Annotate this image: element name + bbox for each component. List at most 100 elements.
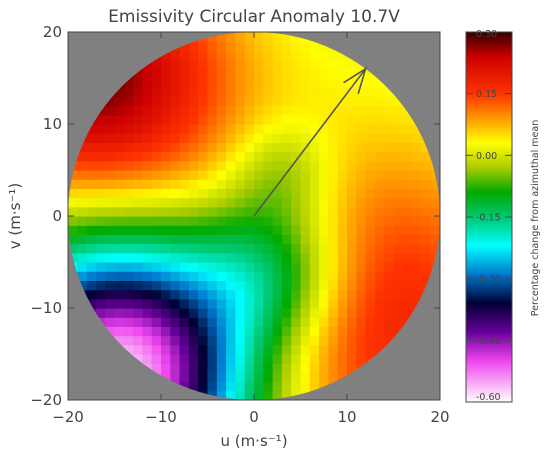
field-cell bbox=[365, 317, 376, 327]
field-cell bbox=[263, 289, 274, 300]
field-cell bbox=[151, 289, 162, 300]
field-cell bbox=[328, 335, 339, 346]
field-cell bbox=[272, 326, 283, 337]
field-cell bbox=[356, 326, 367, 337]
field-cell bbox=[161, 170, 171, 180]
field-cell bbox=[393, 96, 404, 107]
field-cell bbox=[77, 225, 88, 235]
field-cell bbox=[151, 262, 162, 272]
field-cell bbox=[384, 262, 395, 272]
field-cell bbox=[365, 160, 376, 171]
field-cell bbox=[161, 160, 171, 171]
field-cell bbox=[291, 105, 302, 116]
field-cell bbox=[319, 216, 329, 226]
field-cell bbox=[95, 252, 106, 263]
field-cell bbox=[216, 142, 227, 153]
field-cell bbox=[142, 308, 153, 318]
field-cell bbox=[309, 326, 320, 337]
field-cell bbox=[226, 68, 236, 79]
field-cell bbox=[393, 234, 404, 245]
field-cell bbox=[114, 206, 125, 217]
field-cell bbox=[151, 252, 162, 263]
field-cell bbox=[105, 262, 116, 272]
field-cell bbox=[198, 197, 209, 208]
field-cell bbox=[291, 372, 302, 383]
field-cell bbox=[226, 50, 236, 61]
field-cell bbox=[309, 188, 320, 199]
field-cell bbox=[188, 252, 199, 263]
field-cell bbox=[384, 234, 395, 245]
field-cell bbox=[142, 354, 153, 364]
field-cell bbox=[114, 317, 125, 327]
field-cell bbox=[123, 170, 134, 180]
field-cell bbox=[291, 262, 302, 272]
field-cell bbox=[151, 68, 162, 79]
field-cell bbox=[216, 41, 227, 51]
field-cell bbox=[105, 96, 116, 107]
field-cell bbox=[86, 206, 97, 217]
field-cell bbox=[133, 179, 143, 189]
field-cell bbox=[105, 225, 116, 235]
field-cell bbox=[188, 298, 199, 309]
field-cell bbox=[133, 114, 143, 125]
field-cell bbox=[151, 179, 162, 189]
field-cell bbox=[281, 206, 292, 217]
field-cell bbox=[142, 225, 153, 235]
field-cell bbox=[281, 252, 292, 263]
field-cell bbox=[235, 344, 246, 355]
field-cell bbox=[291, 280, 302, 291]
field-cell bbox=[151, 105, 162, 116]
field-cell bbox=[291, 114, 302, 125]
field-cell bbox=[412, 298, 422, 309]
field-cell bbox=[170, 354, 181, 364]
field-cell bbox=[319, 252, 329, 263]
field-cell bbox=[68, 179, 78, 189]
field-cell bbox=[337, 363, 348, 373]
field-cell bbox=[216, 243, 227, 254]
field-cell bbox=[123, 151, 134, 162]
field-cell bbox=[207, 225, 218, 235]
field-cell bbox=[337, 354, 348, 364]
field-cell bbox=[179, 114, 190, 125]
field-cell bbox=[337, 78, 348, 88]
field-cell bbox=[244, 78, 255, 88]
field-cell bbox=[291, 252, 302, 263]
field-cell bbox=[235, 142, 246, 153]
field-cell bbox=[207, 114, 218, 125]
field-cell bbox=[244, 225, 255, 235]
field-cell bbox=[263, 142, 274, 153]
field-cell bbox=[393, 179, 404, 189]
field-cell bbox=[300, 234, 311, 245]
field-cell bbox=[207, 298, 218, 309]
field-cell bbox=[188, 188, 199, 199]
field-cell bbox=[95, 271, 106, 281]
field-cell bbox=[421, 225, 432, 235]
field-cell bbox=[291, 32, 302, 42]
field-cell bbox=[207, 354, 218, 364]
field-cell bbox=[244, 151, 255, 162]
field-cell bbox=[374, 234, 385, 245]
field-cell bbox=[151, 96, 162, 107]
field-cell bbox=[254, 354, 264, 364]
field-cell bbox=[188, 216, 199, 226]
field-cell bbox=[216, 234, 227, 245]
field-cell bbox=[365, 298, 376, 309]
field-cell bbox=[337, 243, 348, 254]
field-cell bbox=[207, 188, 218, 199]
field-cell bbox=[142, 206, 153, 217]
field-cell bbox=[300, 372, 311, 383]
field-cell bbox=[291, 225, 302, 235]
field-cell bbox=[393, 262, 404, 272]
field-cell bbox=[123, 179, 134, 189]
field-cell bbox=[216, 170, 227, 180]
field-cell bbox=[263, 78, 274, 88]
field-cell bbox=[244, 59, 255, 70]
field-cell bbox=[244, 114, 255, 125]
field-cell bbox=[244, 124, 255, 134]
field-cell bbox=[402, 142, 413, 153]
field-cell bbox=[309, 114, 320, 125]
field-cell bbox=[207, 280, 218, 291]
field-cell bbox=[170, 105, 181, 116]
field-cell bbox=[337, 160, 348, 171]
field-cell bbox=[384, 326, 395, 337]
